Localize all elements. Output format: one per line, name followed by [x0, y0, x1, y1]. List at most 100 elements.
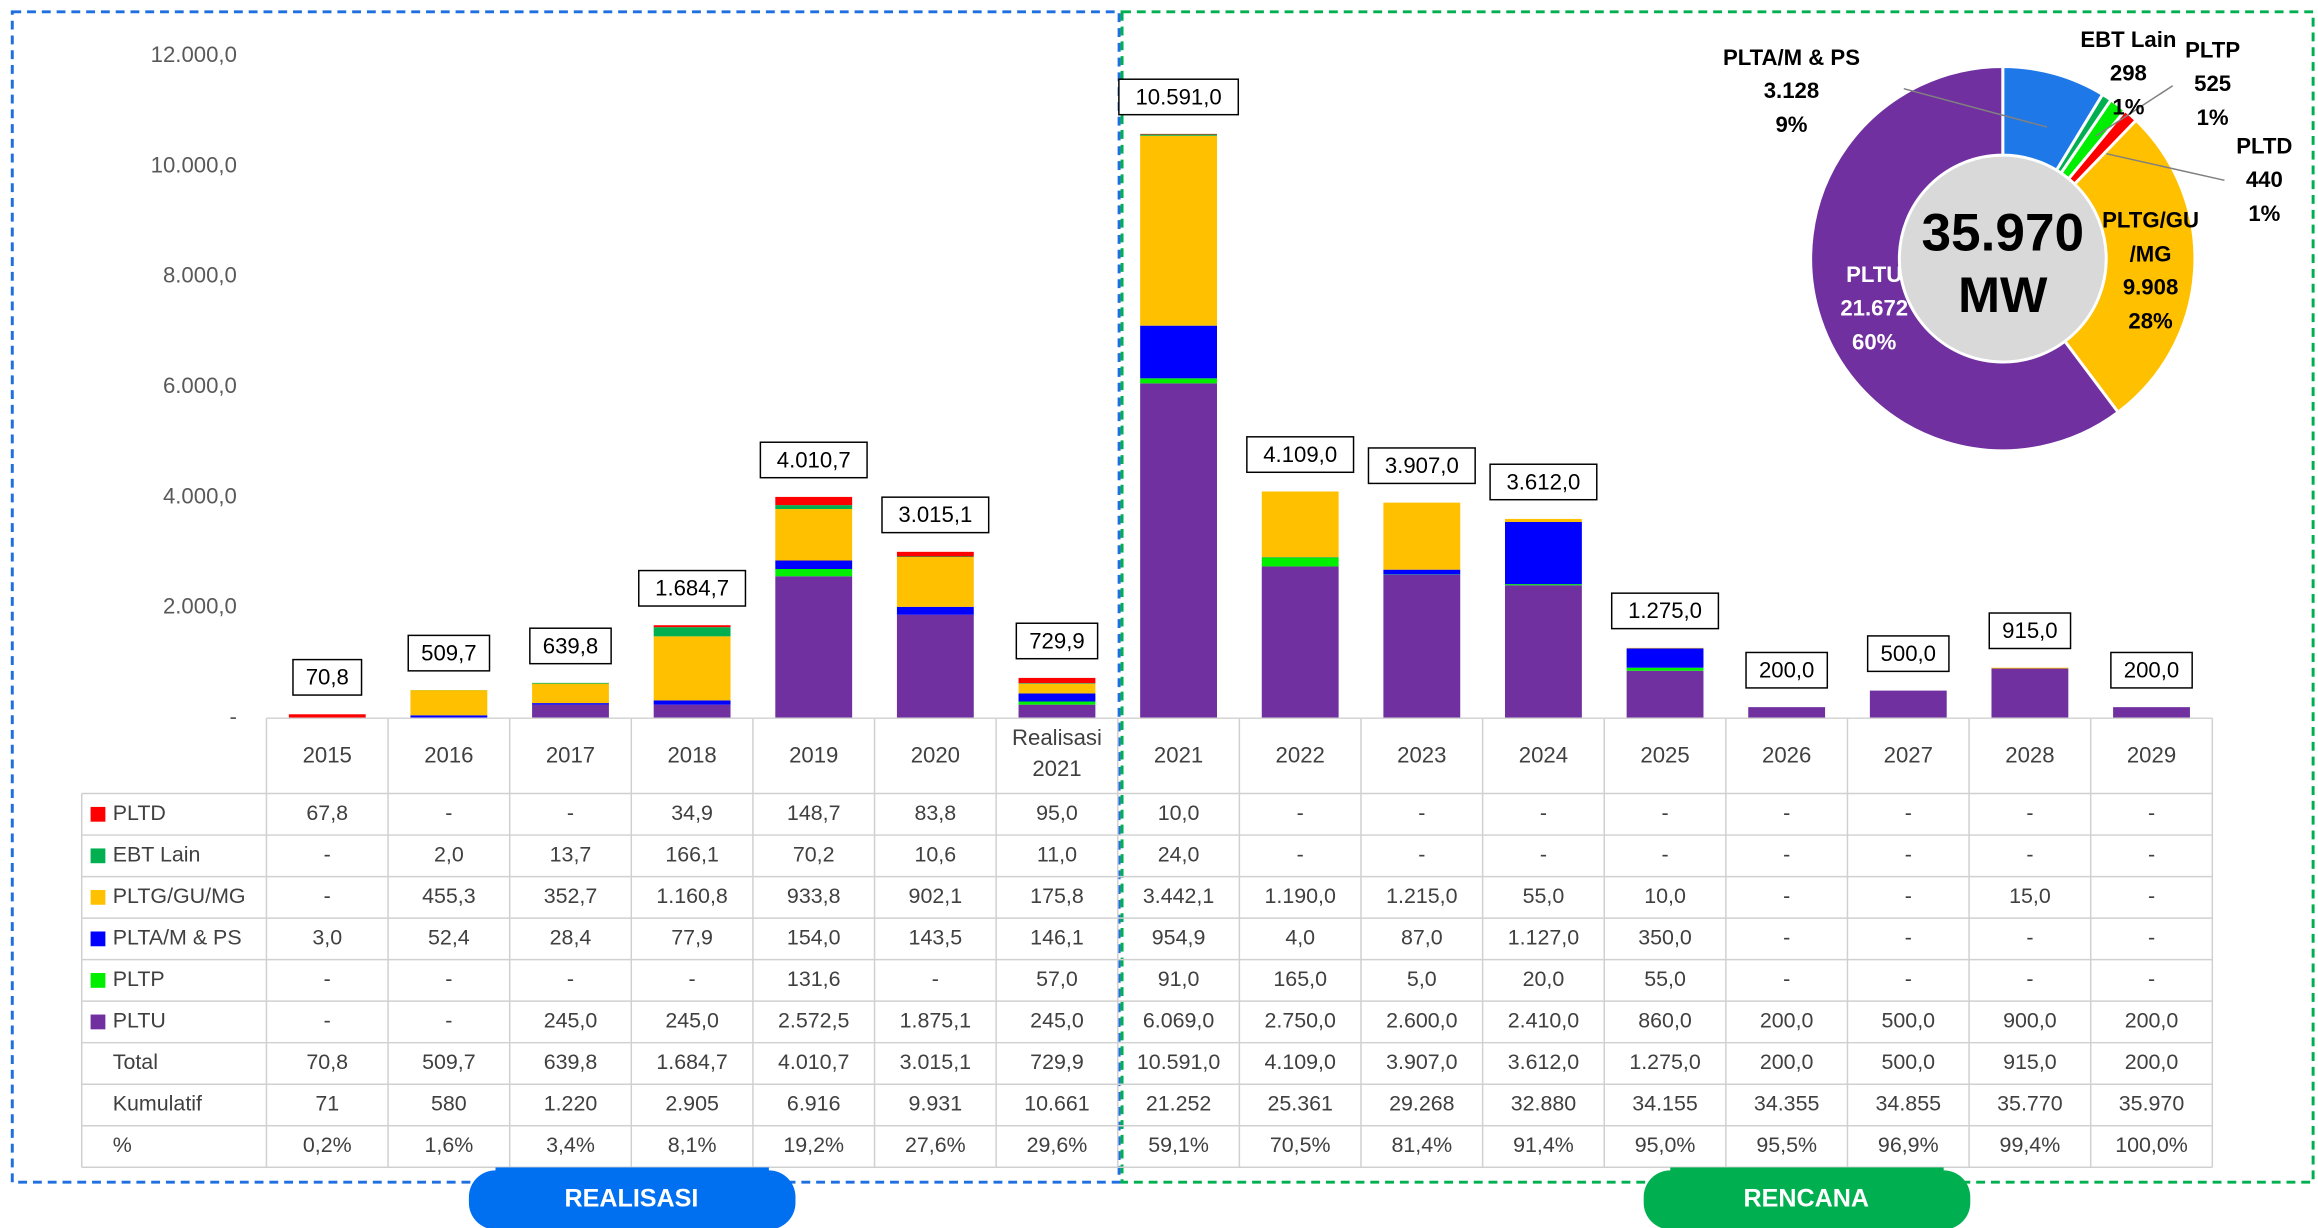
- bar-segment: [1140, 134, 1218, 136]
- cell: 20,0: [1523, 967, 1565, 991]
- cell: 245,0: [1030, 1009, 1084, 1033]
- cell: 350,0: [1638, 926, 1692, 950]
- cell: 1,6%: [424, 1133, 473, 1157]
- x-tick-label: 2015: [303, 742, 352, 767]
- cell: 933,8: [787, 884, 841, 908]
- cell: 1.190,0: [1264, 884, 1336, 908]
- cell: 1.160,8: [656, 884, 727, 908]
- x-tick-label: 2027: [1884, 742, 1933, 767]
- cell: -: [567, 967, 574, 991]
- cell: 34.355: [1754, 1092, 1819, 1116]
- total-box: [1015, 622, 1099, 660]
- cell: 509,7: [422, 1050, 476, 1074]
- total-box: [1988, 612, 2072, 650]
- cell: -: [1783, 842, 1790, 866]
- bar-segment: [532, 703, 609, 705]
- cell: 1.215,0: [1386, 884, 1458, 908]
- cell: 3.442,1: [1143, 884, 1214, 908]
- bar-segment: [1748, 707, 1826, 719]
- pie-value: 21.672: [1840, 295, 1908, 320]
- legend-swatch: [90, 1014, 106, 1030]
- x-tick-label: Realisasi 2021: [1012, 725, 1102, 781]
- bar-segment: [1018, 693, 1096, 702]
- cell: 143,5: [909, 926, 963, 950]
- total-label: 3.015,1: [898, 502, 972, 527]
- total-box: [1118, 78, 1240, 116]
- leader-line: [2106, 152, 2225, 182]
- cell: -: [1905, 884, 1912, 908]
- cell: 2.905: [665, 1092, 719, 1116]
- bar-segment: [288, 714, 366, 719]
- cell: 3.612,0: [1508, 1050, 1580, 1074]
- cell: -: [1540, 801, 1547, 825]
- row-label: EBT Lain: [113, 842, 201, 866]
- bar-segment: [1626, 670, 1704, 719]
- cell: 2,0: [434, 842, 464, 866]
- cell: 95,0%: [1635, 1133, 1696, 1157]
- bar-segment: [1261, 491, 1339, 558]
- bar-segment: [653, 636, 731, 701]
- x-tick-label: 2023: [1397, 742, 1446, 767]
- cell: 10.591,0: [1137, 1050, 1220, 1074]
- bar-segment: [1626, 667, 1704, 671]
- cell: 29,6%: [1027, 1133, 1088, 1157]
- total-label: 4.010,7: [777, 447, 851, 472]
- x-tick-label: 2029: [2127, 742, 2176, 767]
- total-label: 639,8: [543, 633, 598, 658]
- bar-segment: [532, 683, 609, 704]
- cell: 200,0: [1760, 1050, 1814, 1074]
- cell: -: [2148, 926, 2155, 950]
- pie-label: PLTG/GU/MG: [2102, 208, 2199, 267]
- cell: 6.916: [787, 1092, 841, 1116]
- bar-segment: [1018, 704, 1096, 719]
- leader-line: [2095, 85, 2174, 137]
- cell: -: [1661, 842, 1668, 866]
- pie-value: 440: [2246, 167, 2283, 192]
- cell: 146,1: [1030, 926, 1084, 950]
- cell: 55,0: [1523, 884, 1565, 908]
- total-box: [1610, 592, 1720, 630]
- row-label: PLTU: [113, 1009, 166, 1033]
- cell: 32.880: [1511, 1092, 1577, 1116]
- cell: -: [1783, 884, 1790, 908]
- bar-segment: [1383, 502, 1461, 570]
- cell: -: [445, 1009, 452, 1033]
- cell: 11,0: [1037, 842, 1077, 866]
- cell: 200,0: [1760, 1009, 1814, 1033]
- bar-segment: [2113, 707, 2190, 719]
- cell: -: [1905, 926, 1912, 950]
- pie-value: 298: [2110, 60, 2147, 85]
- cell: -: [1540, 842, 1547, 866]
- cell: -: [2026, 842, 2033, 866]
- cell: 154,0: [787, 926, 841, 950]
- pie-label: PLTD: [2236, 134, 2292, 159]
- total-label: 200,0: [1759, 658, 1814, 683]
- x-tick-label: 2026: [1762, 742, 1811, 767]
- cell: 81,4%: [1391, 1133, 1452, 1157]
- total-label: 3.612,0: [1506, 469, 1580, 494]
- section-label: RENCANA: [1743, 1185, 1869, 1213]
- bar-segment: [896, 556, 974, 558]
- section-badge: [1670, 1167, 1944, 1228]
- pie-percent: 9%: [1775, 112, 1807, 137]
- cell: 34,9: [671, 801, 713, 825]
- cell: -: [1661, 801, 1668, 825]
- cell: -: [932, 967, 939, 991]
- cell: 1.127,0: [1508, 926, 1580, 950]
- bar-segment: [775, 576, 853, 719]
- bar-segment: [896, 551, 974, 557]
- cell: 902,1: [909, 884, 963, 908]
- cell: -: [2148, 884, 2155, 908]
- pie-percent: 1%: [2248, 201, 2280, 226]
- cell: 1.275,0: [1629, 1050, 1701, 1074]
- cell: 3.015,1: [900, 1050, 971, 1074]
- x-tick-label: 2018: [667, 742, 716, 767]
- pie-percent: 60%: [1852, 329, 1897, 354]
- cell: 10,0: [1644, 884, 1686, 908]
- total-box: [1246, 436, 1355, 474]
- cell: 8,1%: [668, 1133, 717, 1157]
- cell: 10.661: [1024, 1092, 1089, 1116]
- y-tick-label: 2.000,0: [163, 594, 237, 619]
- total-box: [1367, 447, 1476, 485]
- cell: 34.855: [1876, 1092, 1941, 1116]
